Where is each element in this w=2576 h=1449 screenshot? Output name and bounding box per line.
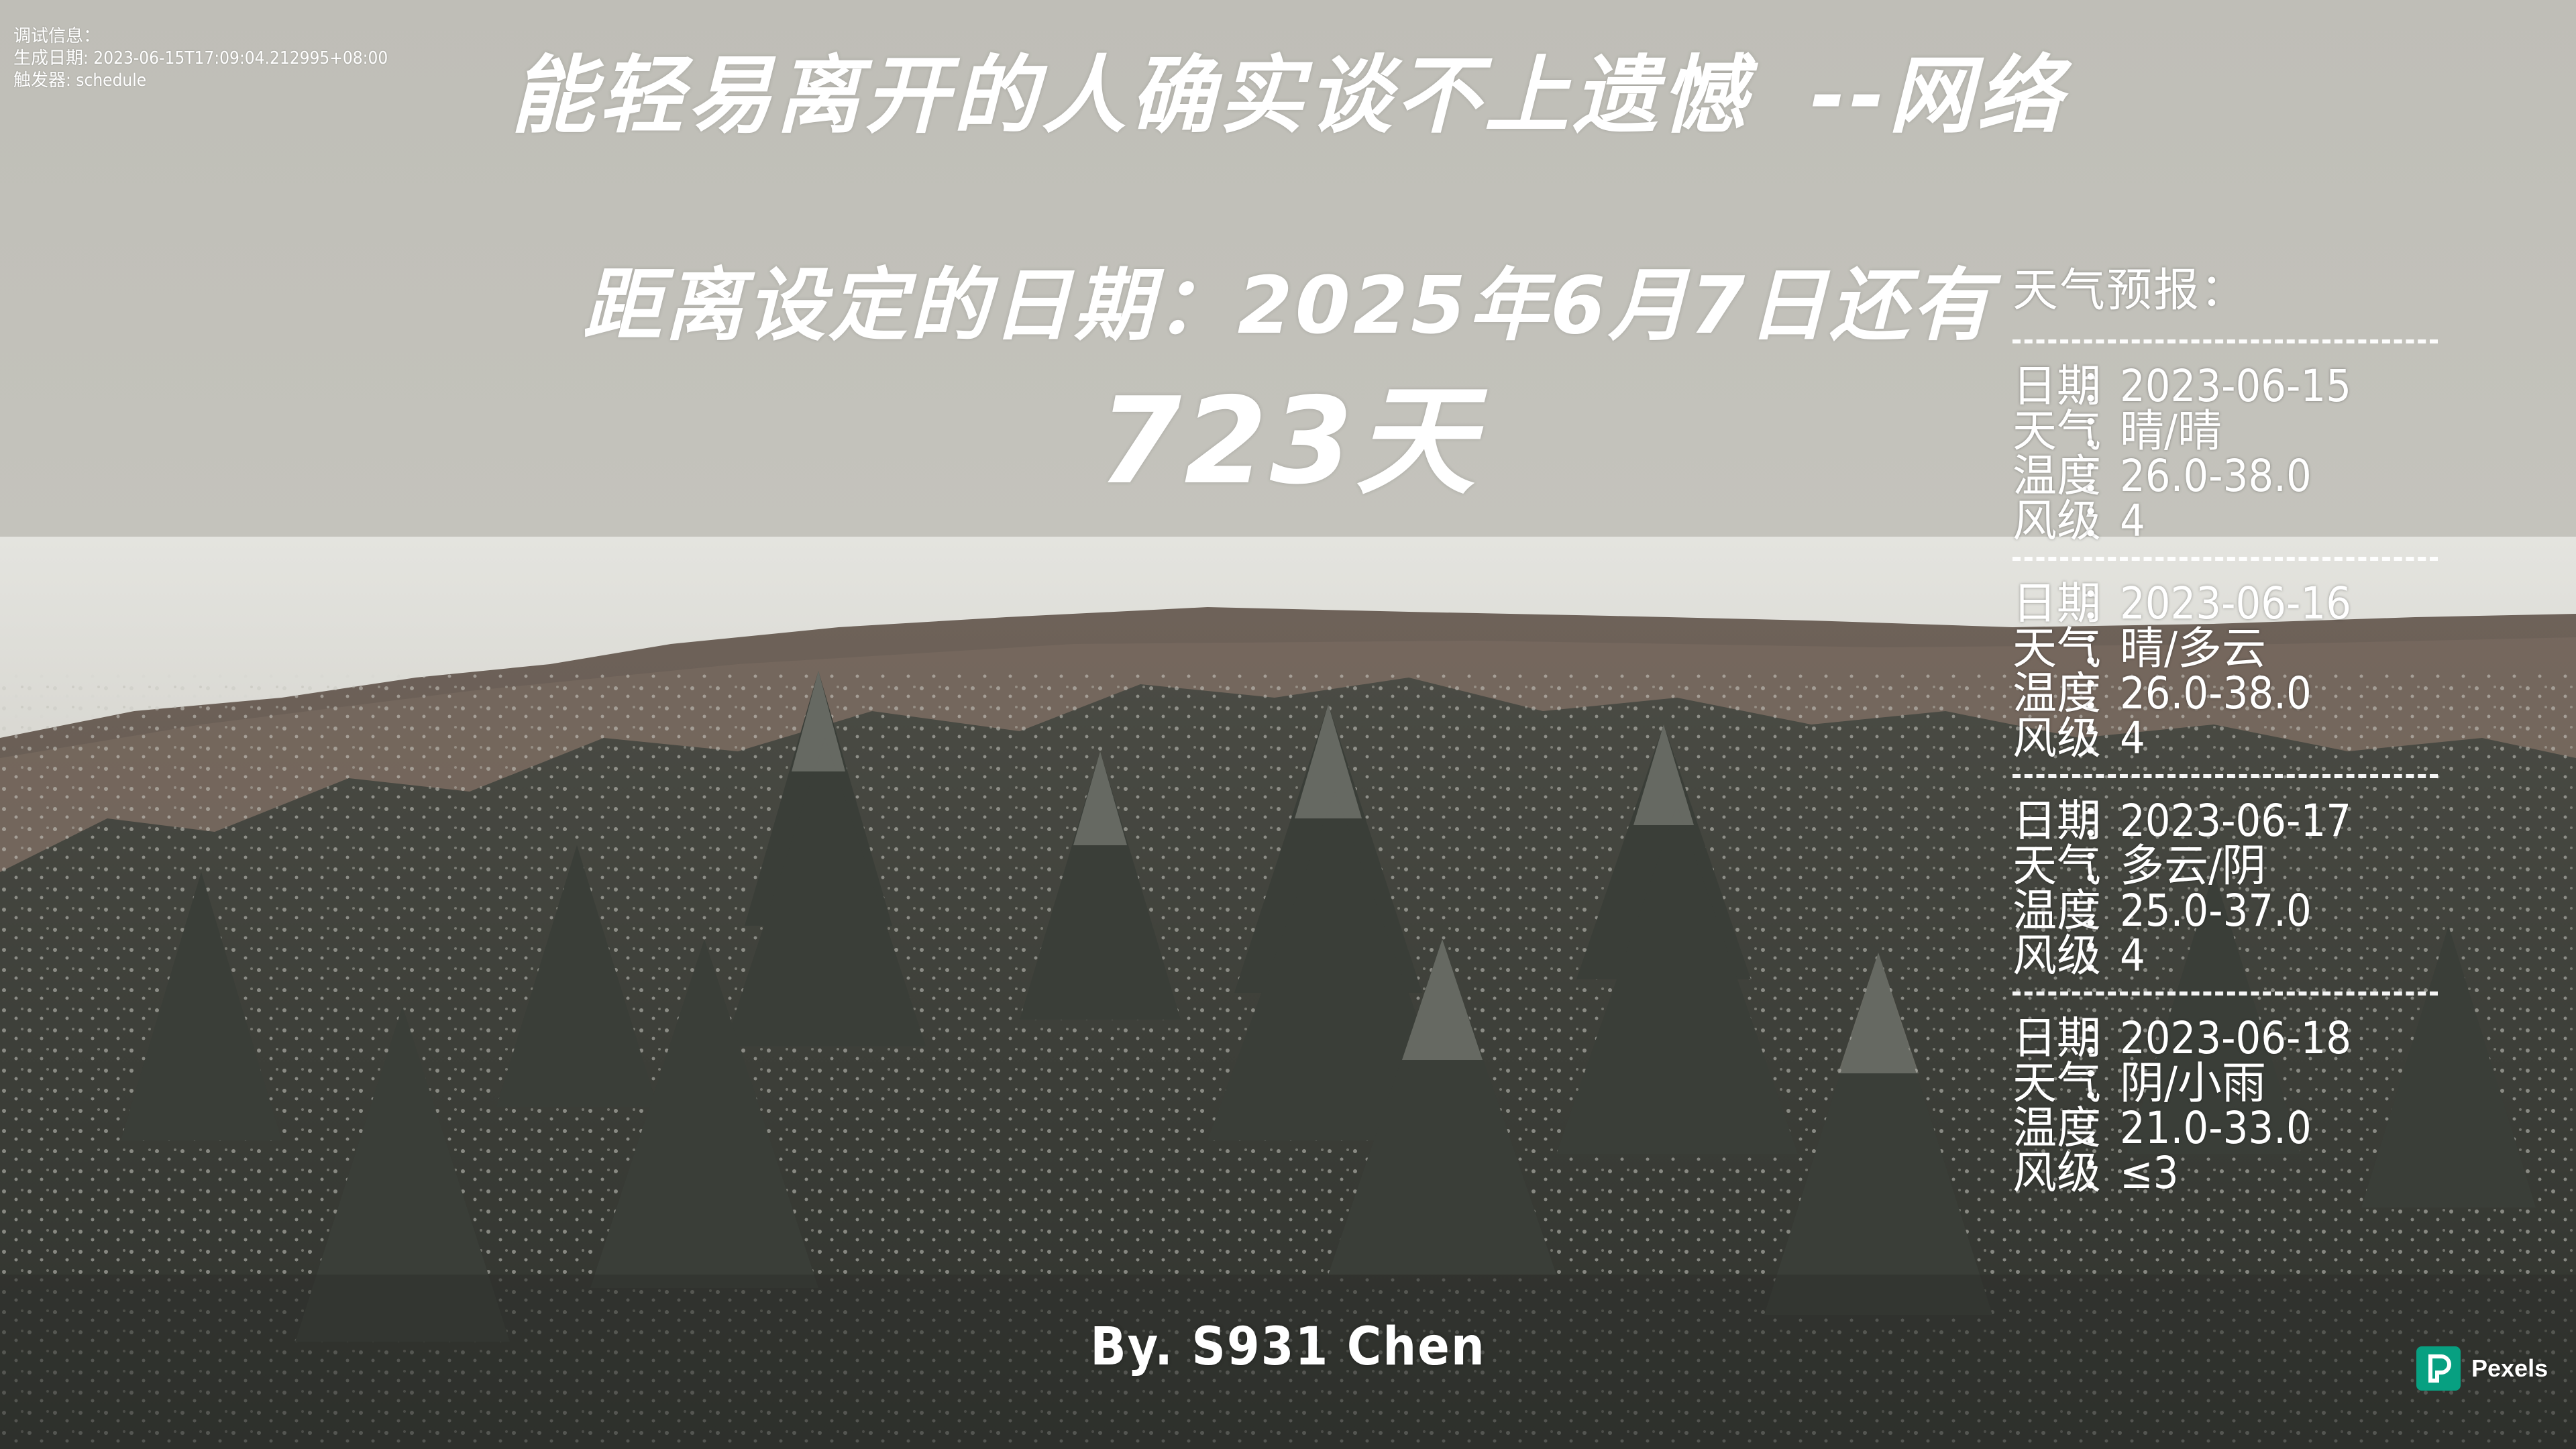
weather-weather-label: 天气	[2012, 1057, 2101, 1109]
weather-day-2: 日期：2023-06-16 天气：晴/多云 温度：26.0-38.0 风级：4	[2012, 565, 2442, 774]
divider	[2012, 557, 2438, 565]
author-credit: By. S931 Chen	[1090, 1317, 1486, 1377]
weather-temperature-row: 温度：26.0-38.0	[2012, 453, 2442, 498]
quote-text: 能轻易离开的人确实谈不上遗憾	[510, 46, 1750, 145]
weather-weather-value: 阴/小雨	[2120, 1057, 2267, 1109]
weather-weather-label: 天气	[2012, 840, 2101, 892]
colon: ：	[2080, 712, 2124, 764]
weather-day-4: 日期：2023-06-18 天气：阴/小雨 温度：21.0-33.0 风级：≤3	[2012, 1000, 2442, 1209]
divider	[2012, 339, 2438, 347]
weather-wind-row: 风级：4	[2012, 933, 2442, 978]
weather-weather-value: 多云/阴	[2120, 840, 2267, 892]
weather-temperature-row: 温度：21.0-33.0	[2012, 1106, 2442, 1150]
debug-title: 调试信息：	[13, 26, 101, 46]
weather-wind-row: 风级：4	[2012, 498, 2442, 543]
colon: ：	[2080, 495, 2124, 547]
weather-date-value: 2023-06-16	[2120, 578, 2352, 629]
weather-date-value: 2023-06-15	[2120, 360, 2352, 412]
pexels-logo-icon	[2416, 1346, 2461, 1391]
weather-weather-value: 晴/多云	[2120, 623, 2267, 674]
weather-temperature-row: 温度：26.0-38.0	[2012, 671, 2442, 716]
weather-wind-row: 风级：≤3	[2012, 1150, 2442, 1195]
colon: ：	[2080, 1057, 2124, 1109]
weather-date-value: 2023-06-18	[2120, 1012, 2352, 1064]
weather-temperature-label: 温度	[2012, 885, 2101, 936]
weather-weather-row: 天气：阴/小雨	[2012, 1061, 2442, 1106]
weather-temperature-value: 26.0-38.0	[2120, 450, 2312, 502]
weather-weather-row: 天气：晴/晴	[2012, 409, 2442, 453]
colon: ：	[2080, 360, 2124, 412]
weather-temperature-row: 温度：25.0-37.0	[2012, 888, 2442, 933]
countdown-label: 距离设定的日期：2025年6月7日还有	[582, 259, 1994, 352]
weather-wind-value: 4	[2120, 495, 2145, 547]
weather-date-row: 日期：2023-06-17	[2012, 798, 2442, 843]
countdown-days: 723天	[1098, 372, 1478, 511]
weather-weather-label: 天气	[2012, 623, 2101, 674]
weather-temperature-value: 25.0-37.0	[2120, 885, 2312, 936]
colon: ：	[2080, 667, 2124, 719]
debug-generated-date: 生成日期: 2023-06-15T17:09:04.212995+08:00	[13, 48, 388, 68]
weather-wind-label: 风级	[2012, 930, 2101, 981]
weather-wind-label: 风级	[2012, 712, 2101, 764]
weather-date-label: 日期	[2012, 795, 2101, 847]
weather-wind-label: 风级	[2012, 495, 2101, 547]
weather-title: 天气预报：	[2012, 264, 2248, 317]
colon: ：	[2080, 840, 2124, 892]
weather-temperature-label: 温度	[2012, 667, 2101, 719]
quote-line: 能轻易离开的人确实谈不上遗憾 --网络	[0, 46, 2576, 146]
colon: ：	[2080, 1012, 2124, 1064]
weather-temperature-value: 26.0-38.0	[2120, 667, 2312, 719]
colon: ：	[2080, 578, 2124, 629]
weather-date-value: 2023-06-17	[2120, 795, 2352, 847]
debug-trigger: 触发器: schedule	[13, 70, 147, 91]
weather-temperature-label: 温度	[2012, 450, 2101, 502]
colon: ：	[2080, 795, 2124, 847]
colon: ：	[2080, 885, 2124, 936]
colon: ：	[2080, 623, 2124, 674]
divider	[2012, 774, 2438, 782]
weather-temperature-value: 21.0-33.0	[2120, 1102, 2312, 1154]
weather-day-3: 日期：2023-06-17 天气：多云/阴 温度：25.0-37.0 风级：4	[2012, 782, 2442, 991]
weather-weather-label: 天气	[2012, 405, 2101, 457]
weather-date-label: 日期	[2012, 360, 2101, 412]
colon: ：	[2080, 450, 2124, 502]
weather-temperature-label: 温度	[2012, 1102, 2101, 1154]
weather-weather-row: 天气：晴/多云	[2012, 626, 2442, 671]
weather-date-label: 日期	[2012, 578, 2101, 629]
colon: ：	[2080, 930, 2124, 981]
quote-source: --网络	[1810, 46, 2066, 145]
weather-date-label: 日期	[2012, 1012, 2101, 1064]
weather-day-1: 日期：2023-06-15 天气：晴/晴 温度：26.0-38.0 风级：4	[2012, 347, 2442, 557]
weather-date-row: 日期：2023-06-16	[2012, 581, 2442, 626]
colon: ：	[2080, 1147, 2124, 1199]
weather-wind-label: 风级	[2012, 1147, 2101, 1199]
colon: ：	[2080, 1102, 2124, 1154]
weather-forecast-panel: 天气预报： 日期：2023-06-15 天气：晴/晴 温度：26.0-38.0 风级：…	[2012, 263, 2442, 1209]
weather-wind-row: 风级：4	[2012, 716, 2442, 761]
divider	[2012, 991, 2438, 1000]
debug-info: 调试信息： 生成日期: 2023-06-15T17:09:04.212995+0…	[13, 25, 388, 92]
weather-date-row: 日期：2023-06-15	[2012, 364, 2442, 409]
weather-date-row: 日期：2023-06-18	[2012, 1016, 2442, 1061]
pexels-label: Pexels	[2471, 1354, 2548, 1382]
weather-weather-value: 晴/晴	[2120, 405, 2222, 457]
pexels-credit[interactable]: Pexels	[2416, 1346, 2548, 1391]
colon: ：	[2080, 405, 2124, 457]
weather-wind-value: 4	[2120, 930, 2145, 981]
weather-weather-row: 天气：多云/阴	[2012, 843, 2442, 888]
weather-wind-value: ≤3	[2120, 1147, 2179, 1199]
weather-wind-value: 4	[2120, 712, 2145, 764]
